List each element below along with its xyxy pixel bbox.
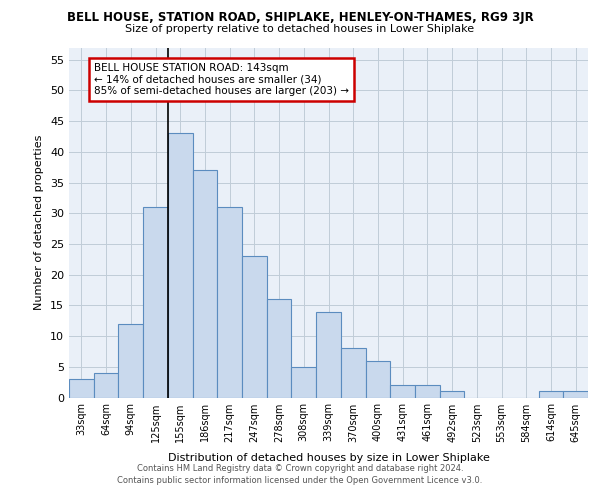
Text: Size of property relative to detached houses in Lower Shiplake: Size of property relative to detached ho… [125, 24, 475, 34]
Bar [242, 256, 267, 398]
Bar [69, 379, 94, 398]
Text: BELL HOUSE STATION ROAD: 143sqm
← 14% of detached houses are smaller (34)
85% of: BELL HOUSE STATION ROAD: 143sqm ← 14% of… [94, 63, 349, 96]
Text: BELL HOUSE, STATION ROAD, SHIPLAKE, HENLEY-ON-THAMES, RG9 3JR: BELL HOUSE, STATION ROAD, SHIPLAKE, HENL… [67, 11, 533, 24]
Bar [365, 360, 390, 398]
X-axis label: Distribution of detached houses by size in Lower Shiplake: Distribution of detached houses by size … [167, 453, 490, 463]
Bar [217, 207, 242, 398]
Bar [118, 324, 143, 398]
Bar [94, 373, 118, 398]
Bar [440, 392, 464, 398]
Y-axis label: Number of detached properties: Number of detached properties [34, 135, 44, 310]
Bar [292, 367, 316, 398]
Bar [539, 392, 563, 398]
Bar [415, 385, 440, 398]
Bar [563, 392, 588, 398]
Bar [143, 207, 168, 398]
Text: Contains HM Land Registry data © Crown copyright and database right 2024.: Contains HM Land Registry data © Crown c… [137, 464, 463, 473]
Bar [390, 385, 415, 398]
Bar [267, 300, 292, 398]
Bar [341, 348, 365, 398]
Bar [193, 170, 217, 398]
Bar [168, 134, 193, 398]
Text: Contains public sector information licensed under the Open Government Licence v3: Contains public sector information licen… [118, 476, 482, 485]
Bar [316, 312, 341, 398]
